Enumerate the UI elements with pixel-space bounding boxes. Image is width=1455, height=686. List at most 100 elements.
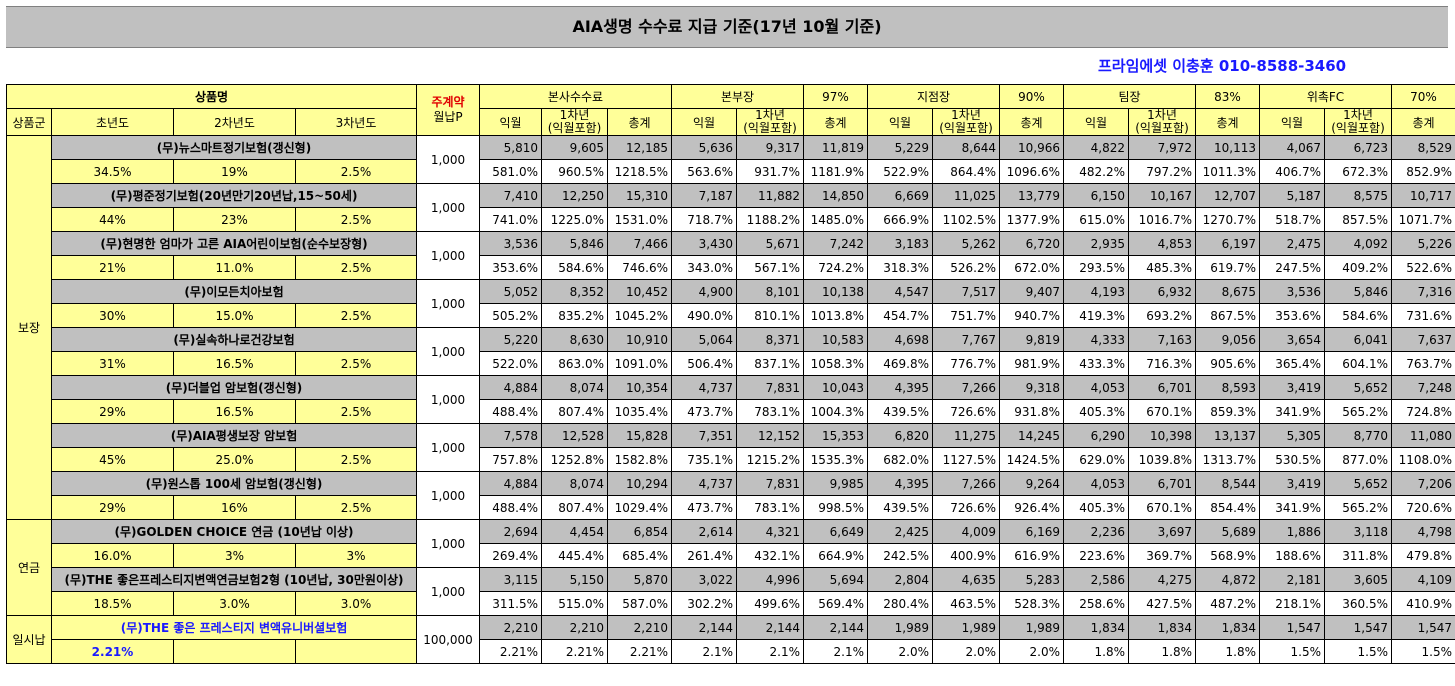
year3-rate: 2.5% — [295, 399, 417, 424]
commission-amount: 12,707 — [1195, 183, 1260, 208]
year2-rate: 16% — [173, 495, 296, 520]
commission-rate: 1011.3% — [1195, 159, 1260, 184]
year1-rate: 44% — [51, 207, 174, 232]
commission-amount: 4,900 — [671, 279, 737, 304]
commission-rate: 810.1% — [736, 303, 804, 328]
commission-amount: 5,636 — [671, 135, 737, 160]
product-group-cell: 연금 — [6, 519, 52, 616]
commission-amount: 9,819 — [999, 327, 1064, 352]
commission-amount: 7,351 — [671, 423, 737, 448]
commission-amount: 4,053 — [1063, 471, 1129, 496]
commission-amount: 3,022 — [671, 567, 737, 592]
first-year-label: 1차년 — [559, 108, 590, 122]
product-rate-row: 30% 15.0% 2.5% 505.2% 835.2% 1045.2% 490.0% 810… — [7, 303, 1455, 328]
commission-amount: 4,333 — [1063, 327, 1129, 352]
commission-amount: 4,092 — [1324, 231, 1392, 256]
commission-amount: 1,834 — [1195, 615, 1260, 640]
commission-amount: 9,264 — [999, 471, 1064, 496]
commission-rate: 318.3% — [867, 255, 933, 280]
commission-rate: 530.5% — [1259, 447, 1325, 472]
commission-rate: 518.7% — [1259, 207, 1325, 232]
commission-rate: 515.0% — [541, 591, 608, 616]
commission-amount: 13,137 — [1195, 423, 1260, 448]
group-fc-pct: 70% — [1391, 84, 1455, 109]
header-total: 총계 — [803, 108, 868, 136]
commission-amount: 10,113 — [1195, 135, 1260, 160]
commission-rate: 469.8% — [867, 351, 933, 376]
commission-amount: 1,547 — [1324, 615, 1392, 640]
commission-amount: 6,820 — [867, 423, 933, 448]
commission-rate: 1188.2% — [736, 207, 804, 232]
commission-rate: 859.3% — [1195, 399, 1260, 424]
commission-amount: 4,275 — [1128, 567, 1196, 592]
monthly-premium-value: 1,000 — [416, 567, 480, 616]
commission-amount: 5,283 — [999, 567, 1064, 592]
commission-amount: 5,064 — [671, 327, 737, 352]
commission-amount: 10,043 — [803, 375, 868, 400]
commission-rate: 1.8% — [1195, 639, 1260, 664]
monthly-premium-value: 1,000 — [416, 471, 480, 520]
year2-rate: 15.0% — [173, 303, 296, 328]
commission-amount: 6,041 — [1324, 327, 1392, 352]
header-ikwol: 익월 — [479, 108, 542, 136]
commission-rate: 569.4% — [803, 591, 868, 616]
commission-rate: 341.9% — [1259, 495, 1325, 520]
year3-rate: 2.5% — [295, 159, 417, 184]
commission-rate: 432.1% — [736, 543, 804, 568]
commission-rate: 2.21% — [479, 639, 542, 664]
product-rate-row: 29% 16.5% 2.5% 488.4% 807.4% 1035.4% 473.7% 783… — [7, 399, 1455, 424]
commission-amount: 9,985 — [803, 471, 868, 496]
year3-rate: 2.5% — [295, 447, 417, 472]
commission-rate: 506.4% — [671, 351, 737, 376]
commission-amount: 3,419 — [1259, 375, 1325, 400]
commission-rate: 369.7% — [1128, 543, 1196, 568]
commission-rate: 1.8% — [1128, 639, 1196, 664]
commission-rate: 741.0% — [479, 207, 542, 232]
commission-amount: 1,834 — [1063, 615, 1129, 640]
commission-rate: 490.0% — [671, 303, 737, 328]
commission-rate: 672.0% — [999, 255, 1064, 280]
commission-amount: 3,536 — [479, 231, 542, 256]
commission-amount: 8,352 — [541, 279, 608, 304]
first-year-sub-label: (익월포함) — [1331, 121, 1385, 135]
year3-rate: 2.5% — [295, 303, 417, 328]
commission-amount: 2,210 — [479, 615, 542, 640]
commission-amount: 2,144 — [671, 615, 737, 640]
commission-table: 상품명 주계약 월납P 본사수수료 본부장 97% 지점장 90% 팀장 83%… — [6, 84, 1455, 664]
commission-rate: 726.6% — [932, 495, 1000, 520]
commission-rate: 1096.6% — [999, 159, 1064, 184]
monthly-premium-label: 월납P — [433, 110, 463, 124]
group-branch-header: 지점장 — [867, 84, 1000, 109]
commission-rate: 427.5% — [1128, 591, 1196, 616]
commission-rate: 1218.5% — [607, 159, 672, 184]
year2-rate — [173, 639, 296, 664]
commission-rate: 188.6% — [1259, 543, 1325, 568]
commission-amount: 4,454 — [541, 519, 608, 544]
group-division-header: 본부장 — [671, 84, 804, 109]
product-name: (무)더블업 암보험(갱신형) — [51, 375, 417, 400]
commission-amount: 2,144 — [803, 615, 868, 640]
product-amount-row: (무)THE 좋은프레스티지변액연금보험2형 (10년납, 30만원이상) 1,0… — [7, 567, 1455, 616]
commission-rate: 242.5% — [867, 543, 933, 568]
product-amount-row: (무)원스톱 100세 암보험(갱신형) 1,000 4,884 8,074 10,29… — [7, 471, 1455, 520]
commission-amount: 6,854 — [607, 519, 672, 544]
commission-rate: 960.5% — [541, 159, 608, 184]
commission-amount: 2,210 — [607, 615, 672, 640]
commission-amount: 6,720 — [999, 231, 1064, 256]
product-rate-row: 45% 25.0% 2.5% 757.8% 1252.8% 1582.8% 735.1% 12… — [7, 447, 1455, 472]
year2-rate: 16.5% — [173, 351, 296, 376]
contact-info: 프라임에셋 이충훈 010-8588-3460 — [1098, 57, 1347, 75]
header-first-year: 1차년 (익월포함) — [736, 108, 804, 136]
commission-amount: 4,737 — [671, 375, 737, 400]
commission-rate: 353.6% — [479, 255, 542, 280]
product-name: (무)현명한 엄마가 고른 AIA어린이보험(순수보장형) — [51, 231, 417, 256]
commission-rate: 365.4% — [1259, 351, 1325, 376]
commission-amount: 4,635 — [932, 567, 1000, 592]
commission-amount: 5,187 — [1259, 183, 1325, 208]
commission-amount: 6,197 — [1195, 231, 1260, 256]
commission-rate: 720.6% — [1391, 495, 1455, 520]
commission-amount: 4,853 — [1128, 231, 1196, 256]
commission-amount: 2,236 — [1063, 519, 1129, 544]
commission-rate: 731.6% — [1391, 303, 1455, 328]
commission-amount: 2,181 — [1259, 567, 1325, 592]
